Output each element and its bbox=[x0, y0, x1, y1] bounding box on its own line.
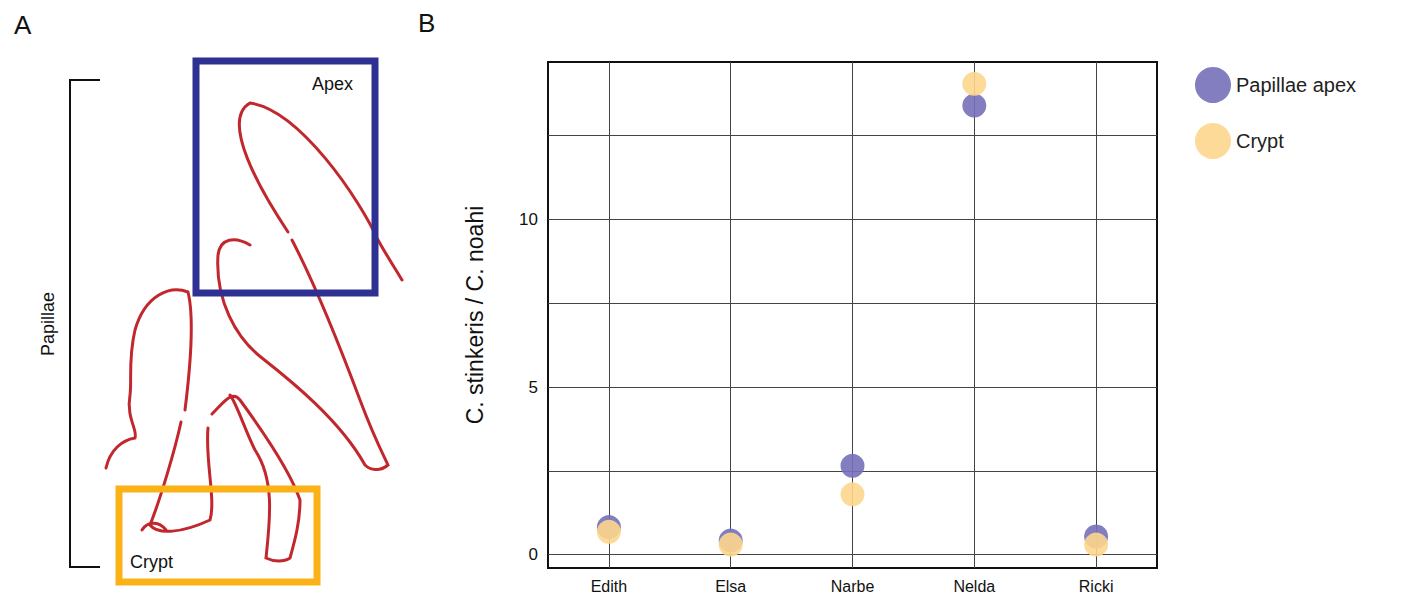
html-text:B: B bbox=[418, 8, 436, 38]
svg-text:Edith: Edith bbox=[591, 578, 627, 595]
svg-text:Crypt: Crypt bbox=[130, 552, 173, 572]
svg-text:Elsa: Elsa bbox=[715, 578, 746, 595]
svg-text:0: 0 bbox=[529, 545, 538, 564]
svg-text:Crypt: Crypt bbox=[1236, 130, 1284, 152]
svg-text:Papillae: Papillae bbox=[38, 292, 58, 356]
svg-text:Ricki: Ricki bbox=[1079, 578, 1114, 595]
svg-text:Apex: Apex bbox=[312, 74, 353, 94]
svg-text:10: 10 bbox=[519, 210, 538, 229]
svg-text:C. stinkeris / C. noahi: C. stinkeris / C. noahi bbox=[462, 206, 488, 425]
svg-text:5: 5 bbox=[529, 378, 538, 397]
svg-text:Narbe: Narbe bbox=[831, 578, 875, 595]
svg-text:A: A bbox=[14, 10, 32, 40]
svg-text:Papillae apex: Papillae apex bbox=[1236, 74, 1356, 96]
svg-text:Nelda: Nelda bbox=[953, 578, 995, 595]
